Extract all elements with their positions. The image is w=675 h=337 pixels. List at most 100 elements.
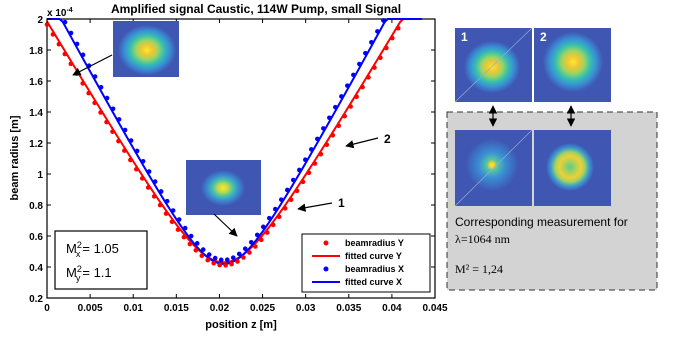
data-point-x xyxy=(363,50,368,56)
data-point-y xyxy=(264,230,270,235)
data-point-x xyxy=(62,19,68,25)
data-point-y xyxy=(300,179,306,185)
data-point-x xyxy=(80,52,86,58)
x-tick-label: 0.02 xyxy=(210,303,230,314)
data-point-y xyxy=(211,260,216,266)
y-multiplier: x 10-4 xyxy=(47,7,73,19)
data-point-y xyxy=(62,51,68,57)
data-point-x xyxy=(236,251,242,257)
y-tick-label: 0.6 xyxy=(29,232,43,243)
data-point-y xyxy=(312,161,318,166)
data-point-y xyxy=(217,262,222,268)
data-point-y xyxy=(116,138,121,144)
data-point-x xyxy=(170,208,176,213)
x-tick-label: 0.04 xyxy=(382,303,402,314)
data-point-y xyxy=(270,222,276,228)
data-point-x xyxy=(158,189,164,194)
data-point-y xyxy=(241,255,246,260)
x-tick-label: 0.01 xyxy=(123,303,143,314)
legend-label-fitted-x: fitted curve X xyxy=(345,277,402,287)
data-point-x xyxy=(315,136,320,142)
data-point-x xyxy=(303,157,308,163)
data-point-y xyxy=(175,227,181,232)
data-point-y xyxy=(395,25,401,31)
panel-text-line2: λ=1064 nm xyxy=(455,232,511,246)
data-point-y xyxy=(318,151,324,157)
data-point-x xyxy=(98,85,104,90)
data-point-x xyxy=(116,117,122,122)
data-point-y xyxy=(276,214,282,220)
legend-marker-beamradius-y xyxy=(323,240,329,246)
data-point-y xyxy=(229,261,234,267)
data-point-y xyxy=(151,194,157,199)
data-point-x xyxy=(248,239,254,245)
data-point-y xyxy=(205,257,211,263)
data-point-y xyxy=(145,185,151,190)
inset-left-arrow xyxy=(72,54,113,76)
data-point-x xyxy=(194,241,200,246)
data-point-x xyxy=(68,30,74,36)
inset-center-arrow xyxy=(213,213,238,237)
y-tick-label: 0.8 xyxy=(29,201,43,212)
data-point-x xyxy=(224,257,230,263)
legend-label-beamradius-x: beamradius X xyxy=(345,264,404,274)
data-point-x xyxy=(309,147,314,152)
x-tick-label: 0.03 xyxy=(296,303,316,314)
beam-profile-2-measured xyxy=(534,130,611,206)
data-point-y xyxy=(294,188,300,194)
y-tick-label: 0.4 xyxy=(29,263,43,274)
m2-box: M2 x = 1.05 M2 y = 1.1 xyxy=(54,230,148,290)
data-point-y xyxy=(163,211,169,216)
data-point-x xyxy=(200,247,206,252)
data-point-x xyxy=(164,198,170,204)
data-point-x xyxy=(345,83,350,88)
data-point-x xyxy=(212,255,218,261)
data-point-y xyxy=(235,259,240,264)
x-tick-label: 0.045 xyxy=(422,303,447,314)
data-point-x xyxy=(110,106,116,112)
data-point-y xyxy=(187,241,193,247)
data-point-y xyxy=(223,263,228,268)
data-point-y xyxy=(56,41,62,47)
data-point-x xyxy=(369,40,374,45)
m2-x-text: M2 x = 1.05 xyxy=(66,240,119,259)
beam-profile-inset-center xyxy=(186,160,261,215)
data-point-x xyxy=(327,115,332,121)
beam-profile-1-top: 1 xyxy=(454,27,533,103)
y-tick-label: 2 xyxy=(37,15,43,26)
y-tick-label: 0.2 xyxy=(29,294,43,305)
data-point-y xyxy=(80,81,86,86)
data-point-y xyxy=(98,110,103,115)
data-points xyxy=(44,18,401,268)
data-point-y xyxy=(253,244,258,249)
data-point-x xyxy=(230,255,236,260)
data-point-x xyxy=(188,233,194,239)
data-point-y xyxy=(193,247,199,253)
data-point-y xyxy=(366,75,371,80)
data-point-x xyxy=(218,257,224,263)
m2-y-text: M2 y = 1.1 xyxy=(66,264,112,283)
data-point-y xyxy=(348,104,353,109)
data-point-y xyxy=(128,157,133,163)
x-tick-label: 0.035 xyxy=(336,303,361,314)
data-point-x xyxy=(351,72,356,78)
beam-profile-1-label: 1 xyxy=(461,30,468,44)
data-point-y xyxy=(259,237,264,243)
data-point-y xyxy=(324,142,330,148)
legend-marker-beamradius-x xyxy=(323,266,329,272)
data-point-y xyxy=(139,176,145,181)
data-point-y xyxy=(247,250,252,255)
data-point-x xyxy=(339,94,344,99)
callout-2-arrow xyxy=(345,137,379,149)
data-point-x xyxy=(266,215,272,221)
y-tick-label: 1.2 xyxy=(29,139,43,150)
data-point-x xyxy=(375,29,380,34)
data-point-y xyxy=(44,22,50,27)
data-point-y xyxy=(157,202,163,208)
data-point-y xyxy=(68,61,74,67)
data-point-y xyxy=(336,123,342,129)
data-point-y xyxy=(360,84,365,90)
side-panel: 1 2 Corresponding measurement for λ=1064… xyxy=(446,27,658,291)
x-axis-label: position z [m] xyxy=(205,319,277,331)
